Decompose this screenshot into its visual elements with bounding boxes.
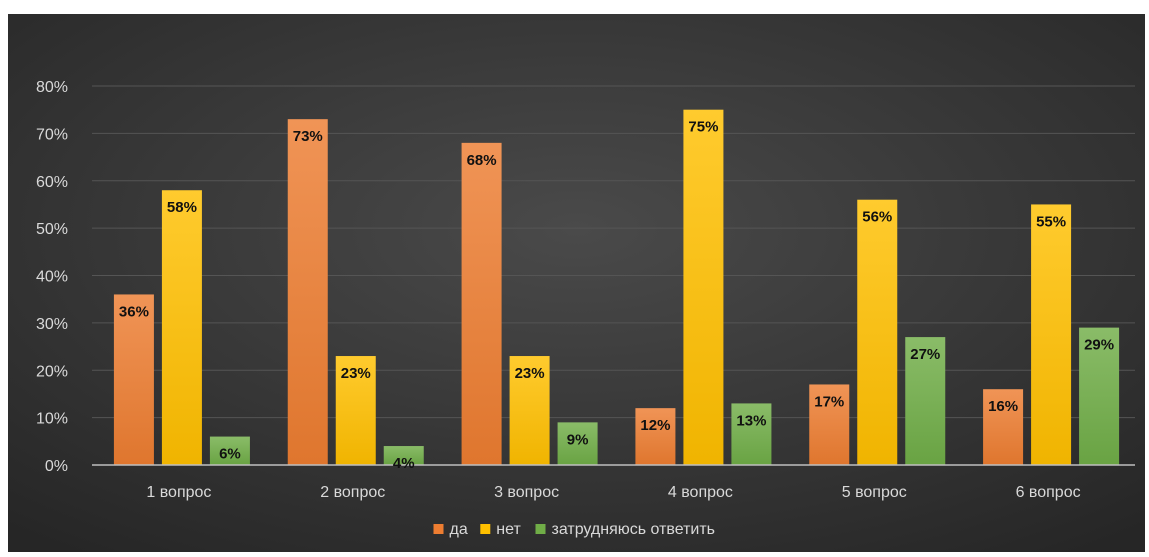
data-label: 68% <box>467 152 497 169</box>
y-tick-label: 60% <box>36 174 68 191</box>
y-tick-label: 20% <box>36 363 68 380</box>
legend-label: нет <box>496 521 521 538</box>
category-label: 2 вопрос <box>320 484 385 501</box>
category-label: 4 вопрос <box>668 484 733 501</box>
category-label: 1 вопрос <box>146 484 211 501</box>
bar-2-1 <box>383 446 424 465</box>
bar-1-1 <box>335 356 376 465</box>
category-label: 6 вопрос <box>1016 484 1081 501</box>
data-label: 6% <box>219 446 241 463</box>
data-label: 16% <box>988 398 1018 415</box>
bar-chart: 0% 10% 20% 30% 40% 50% 60% 70% 80% 1 вопрос 2 воп… <box>8 14 1145 552</box>
chart-container: 0% 10% 20% 30% 40% 50% 60% 70% 80% 1 вопрос 2 воп… <box>8 14 1145 552</box>
data-label: 23% <box>341 365 371 382</box>
legend-swatch <box>535 524 546 534</box>
legend-item: затрудняюсь ответить <box>535 521 716 538</box>
data-label: 27% <box>910 346 940 363</box>
legend: да нет затрудняюсь ответить <box>433 521 716 538</box>
bar-1-5 <box>1031 204 1072 465</box>
bar-1-2 <box>509 356 550 465</box>
data-labels: 36% 58% 6% 73% 23% 4% 68% 23% 9% 12% 75% 13% 17% 56% 2… <box>119 119 1114 472</box>
bar-2-4 <box>905 337 946 465</box>
legend-item: нет <box>480 521 522 538</box>
bar-0-2 <box>461 142 502 465</box>
bar-0-5 <box>983 389 1024 465</box>
bar-2-0 <box>209 436 250 465</box>
data-label: 56% <box>862 209 892 226</box>
bars <box>113 109 1120 465</box>
y-tick-label: 70% <box>36 126 68 143</box>
y-tick-label: 40% <box>36 269 68 286</box>
y-tick-label: 50% <box>36 221 68 238</box>
data-label: 12% <box>640 417 670 434</box>
bar-2-5 <box>1079 327 1120 465</box>
bar-1-4 <box>857 199 898 465</box>
bar-1-0 <box>161 190 202 465</box>
bar-0-3 <box>635 408 676 465</box>
data-label: 17% <box>814 393 844 410</box>
legend-label: да <box>450 521 468 538</box>
data-label: 58% <box>167 199 197 216</box>
category-label: 3 вопрос <box>494 484 559 501</box>
y-tick-label: 80% <box>36 79 68 96</box>
legend-swatch <box>480 524 491 534</box>
gridlines <box>92 85 1135 419</box>
legend-swatch <box>433 524 444 534</box>
data-label: 36% <box>119 303 149 320</box>
data-label: 75% <box>688 119 718 136</box>
data-label: 55% <box>1036 213 1066 230</box>
data-label: 9% <box>567 431 589 448</box>
y-tick-label: 10% <box>36 411 68 428</box>
y-axis-tick-labels: 0% 10% 20% 30% 40% 50% 60% 70% 80% <box>36 79 68 475</box>
data-label: 73% <box>293 128 323 145</box>
bar-2-2 <box>557 422 598 465</box>
bar-0-1 <box>287 119 328 465</box>
x-axis-category-labels: 1 вопрос 2 вопрос 3 вопрос 4 вопрос 5 вопрос… <box>146 484 1080 501</box>
data-label: 29% <box>1084 337 1114 354</box>
bar-1-3 <box>683 109 724 465</box>
category-label: 5 вопрос <box>842 484 907 501</box>
data-label: 4% <box>393 455 415 472</box>
legend-item: да <box>433 521 468 538</box>
y-tick-label: 30% <box>36 316 68 333</box>
data-label: 23% <box>515 365 545 382</box>
legend-label: затрудняюсь ответить <box>552 521 716 538</box>
y-tick-label: 0% <box>45 458 68 475</box>
bar-2-3 <box>731 403 772 465</box>
bar-0-4 <box>809 384 850 465</box>
data-label: 13% <box>736 412 766 429</box>
bar-0-0 <box>113 294 154 465</box>
